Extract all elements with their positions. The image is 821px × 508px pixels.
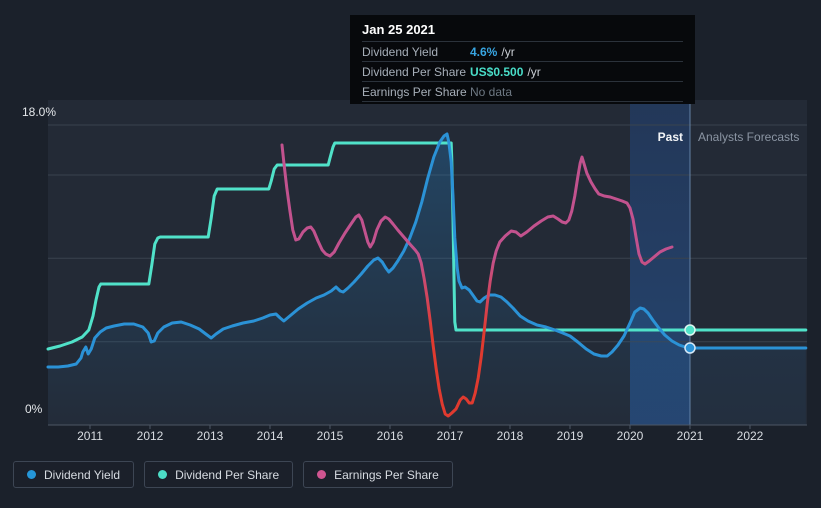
x-tick-label-2015: 2015 [316, 429, 344, 443]
legend-dot-icon [158, 470, 168, 479]
y-axis-label-max: 18.0% [22, 105, 57, 119]
tooltip-row-label: Earnings Per Share [362, 84, 467, 99]
x-tick-label-2012: 2012 [136, 429, 164, 443]
dividend-per-share-end-dot[interactable] [684, 324, 696, 336]
tooltip-row-unit: /yr [501, 44, 515, 59]
x-tick-label-2011: 2011 [77, 429, 103, 443]
tooltip: Jan 25 2021 Dividend Yield 4.6%/yr Dividen… [350, 15, 695, 104]
x-tick-label-2014: 2014 [256, 429, 284, 443]
legend-label: Dividend Per Share [175, 467, 280, 482]
tooltip-date: Jan 25 2021 [362, 22, 436, 37]
tooltip-row: Dividend Yield 4.6%/yr [362, 41, 683, 61]
x-tick-label-2019: 2019 [556, 429, 584, 443]
earnings-per-share-line [280, 143, 674, 418]
legend-item-earnings-per-share[interactable]: Earnings Per Share [303, 461, 453, 488]
x-tick-label-2013: 2013 [196, 429, 224, 443]
x-tick-label-2020: 2020 [616, 429, 644, 443]
tooltip-rows: Dividend Yield 4.6%/yr Dividend Per Share U… [362, 41, 683, 102]
dividend-yield-end-dot[interactable] [684, 342, 696, 354]
legend-item-dividend-yield[interactable]: Dividend Yield [13, 461, 135, 488]
tooltip-row-label: Dividend Yield [362, 44, 439, 59]
tooltip-row: Dividend Per Share US$0.500/yr [362, 61, 683, 81]
tooltip-row-value: US$0.500 [470, 64, 524, 79]
dividend-yield-area [48, 134, 690, 425]
tooltip-row-label: Dividend Per Share [362, 64, 467, 79]
legend-item-dividend-per-share[interactable]: Dividend Per Share [144, 461, 294, 488]
legend-dot-icon [27, 470, 36, 479]
x-tick-label-2018: 2018 [496, 429, 524, 443]
legend-dot-icon [317, 470, 327, 479]
x-tick-label-2016: 2016 [376, 429, 404, 443]
tooltip-row: Earnings Per Share No data [362, 81, 683, 102]
legend: Dividend Yield Dividend Per Share Earnings… [13, 461, 453, 488]
dividend-yield-line [46, 132, 692, 369]
tooltip-row-value: No data [470, 84, 513, 99]
legend-label: Dividend Yield [44, 467, 121, 482]
x-tick-label-2021: 2021 [676, 429, 704, 443]
tooltip-row-value: 4.6% [470, 44, 498, 59]
past-region-label: Past [657, 130, 683, 144]
x-tick-label-2022: 2022 [736, 429, 764, 443]
x-tick-label-2017: 2017 [436, 429, 464, 443]
dividend-yield-forecast-area [690, 348, 806, 425]
y-axis-label-min: 0% [25, 402, 43, 416]
legend-label: Earnings Per Share [334, 467, 439, 482]
forecast-region-label: Analysts Forecasts [698, 130, 800, 144]
tooltip-row-unit: /yr [527, 64, 541, 79]
